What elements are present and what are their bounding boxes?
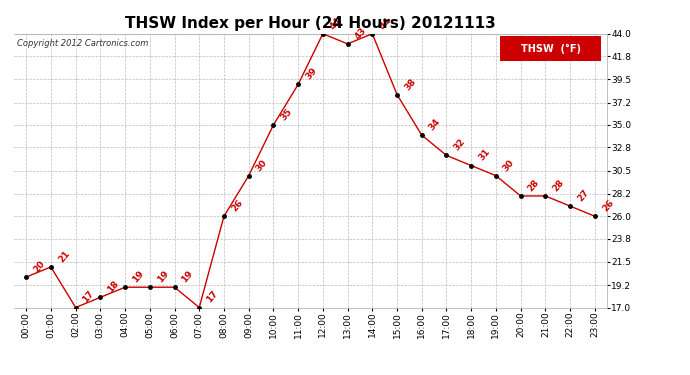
Text: 28: 28: [526, 178, 541, 193]
Text: 27: 27: [575, 188, 591, 203]
Text: 28: 28: [551, 178, 566, 193]
Text: 32: 32: [452, 137, 467, 153]
Title: THSW Index per Hour (24 Hours) 20121113: THSW Index per Hour (24 Hours) 20121113: [125, 16, 496, 31]
Text: 35: 35: [279, 107, 294, 122]
Text: 19: 19: [130, 269, 146, 285]
Text: 19: 19: [155, 269, 170, 285]
Text: 26: 26: [600, 198, 615, 213]
Text: 44: 44: [378, 15, 393, 31]
Text: 17: 17: [81, 289, 96, 305]
Text: 26: 26: [230, 198, 244, 213]
Text: 44: 44: [328, 15, 344, 31]
Text: 19: 19: [180, 269, 195, 285]
Text: Copyright 2012 Cartronics.com: Copyright 2012 Cartronics.com: [17, 39, 148, 48]
Text: 38: 38: [402, 76, 417, 92]
Text: 30: 30: [502, 158, 516, 173]
Text: 43: 43: [353, 26, 368, 41]
Text: 17: 17: [205, 289, 220, 305]
Text: 18: 18: [106, 279, 121, 295]
Text: 21: 21: [57, 249, 71, 264]
Text: 30: 30: [254, 158, 269, 173]
Text: 34: 34: [427, 117, 442, 132]
Text: 39: 39: [304, 66, 319, 82]
Text: 20: 20: [32, 259, 46, 274]
Text: 31: 31: [477, 147, 492, 163]
